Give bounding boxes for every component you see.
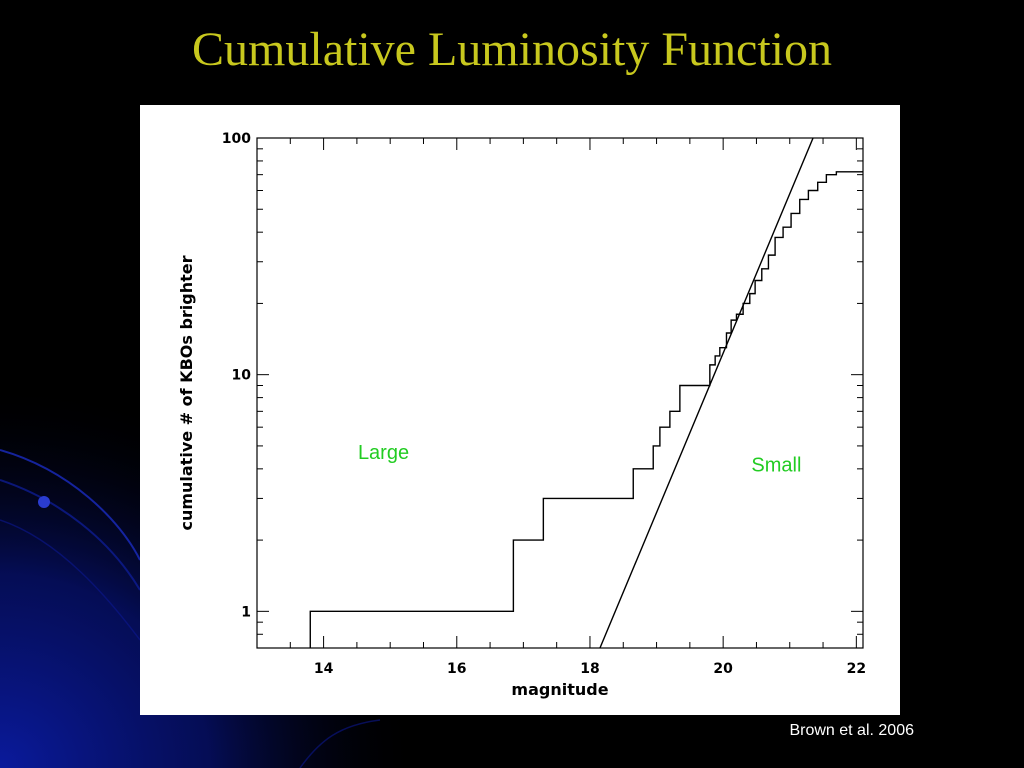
slide-title: Cumulative Luminosity Function (192, 23, 832, 76)
cumulative-step-line (309, 171, 863, 648)
y-axis-label: cumulative # of KBOs brighter (177, 255, 196, 530)
plot-panel: 14 16 18 20 22 1 10 100 magnitude cumulative # of… (140, 105, 900, 715)
citation: Brown et al. 2006 (789, 722, 914, 739)
x-tick-label: 16 (447, 661, 466, 677)
luminosity-chart: 14 16 18 20 22 1 10 100 magnitude cumulative # of… (177, 131, 866, 699)
x-tick-label: 14 (314, 661, 334, 677)
swoosh-curve (0, 449, 141, 561)
annotation-small: Small (751, 454, 801, 476)
x-tick-label: 22 (847, 661, 866, 677)
power-law-fit-line (599, 138, 814, 648)
x-tick-label: 20 (713, 661, 733, 677)
annotation-large: Large (358, 442, 409, 464)
x-axis-label: magnitude (511, 680, 608, 699)
y-tick-label: 1 (241, 604, 251, 620)
y-tick-label: 100 (222, 131, 251, 147)
plot-frame (256, 137, 864, 649)
swoosh-curve (0, 479, 141, 591)
swoosh-curve (0, 519, 141, 641)
x-tick-label: 18 (580, 661, 599, 677)
y-tick-label: 10 (232, 368, 252, 384)
swoosh-curve (299, 719, 381, 768)
decor-dot (38, 496, 50, 508)
